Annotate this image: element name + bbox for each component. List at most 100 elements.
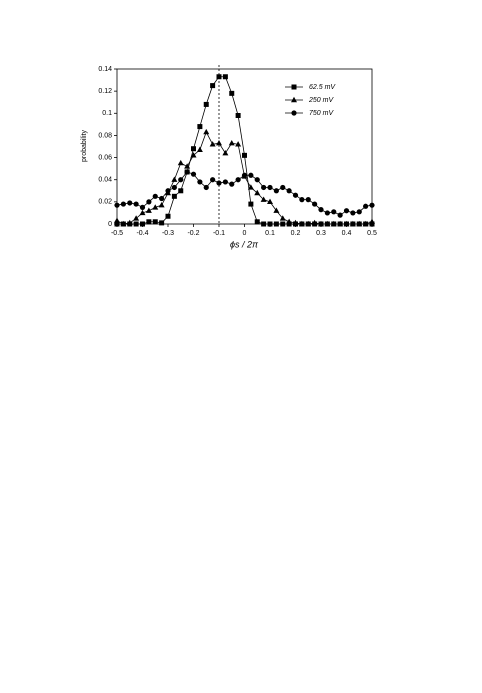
data-point xyxy=(165,188,171,194)
y-tick-label: 0.04 xyxy=(98,177,112,184)
data-point xyxy=(145,207,152,213)
data-point xyxy=(356,220,363,227)
x-axis-label: ϕs / 2π xyxy=(230,239,259,249)
x-tick-label: 0 xyxy=(243,230,247,237)
data-point xyxy=(159,220,165,226)
y-axis-label: probability xyxy=(81,130,88,162)
x-tick-label: 0.1 xyxy=(265,230,275,237)
y-tick-label: 0.12 xyxy=(98,88,112,95)
data-point xyxy=(114,217,120,223)
data-point xyxy=(120,220,127,227)
data-point xyxy=(191,146,196,152)
y-tick-label: 0.06 xyxy=(98,154,112,161)
data-point xyxy=(286,188,292,194)
data-point xyxy=(254,189,261,196)
data-point xyxy=(324,220,331,227)
data-point xyxy=(184,169,190,175)
data-point xyxy=(196,146,203,153)
data-point xyxy=(133,215,140,221)
x-tick-label: 0.2 xyxy=(291,230,301,237)
data-point xyxy=(184,163,191,169)
legend-label: 250 mV xyxy=(308,97,334,104)
data-point xyxy=(330,220,337,227)
data-point xyxy=(203,184,209,191)
y-tick-label: 0.08 xyxy=(98,132,112,139)
data-point xyxy=(197,179,203,185)
data-point xyxy=(331,209,337,215)
data-point xyxy=(369,221,375,227)
data-point xyxy=(369,202,375,208)
data-point xyxy=(229,181,235,187)
data-point xyxy=(177,159,184,166)
legend-marker xyxy=(291,96,297,103)
legend-label: 62.5 mV xyxy=(309,84,336,91)
data-point xyxy=(279,215,286,221)
x-tick-label: -0.5 xyxy=(111,230,123,237)
data-point xyxy=(152,193,158,199)
data-point xyxy=(146,219,152,225)
y-tick-label: 0.02 xyxy=(98,199,112,206)
data-point xyxy=(261,221,267,227)
data-point xyxy=(171,184,177,191)
data-point xyxy=(152,204,159,210)
data-point xyxy=(203,101,209,107)
data-point xyxy=(158,201,165,208)
data-point xyxy=(114,221,120,227)
data-point xyxy=(254,219,260,225)
y-tick-label: 0.14 xyxy=(98,66,112,73)
data-point xyxy=(178,177,184,183)
data-point xyxy=(210,177,216,183)
data-point xyxy=(165,213,171,219)
data-point xyxy=(267,184,273,191)
series-line xyxy=(117,76,372,225)
data-point xyxy=(273,221,279,227)
data-point xyxy=(298,220,305,227)
data-point xyxy=(318,207,324,213)
data-point xyxy=(324,210,330,216)
data-point xyxy=(209,141,216,147)
data-point xyxy=(363,203,369,209)
data-point xyxy=(235,141,242,147)
data-point xyxy=(152,219,158,225)
data-point xyxy=(292,192,299,198)
data-point xyxy=(273,188,279,194)
data-point xyxy=(343,208,350,214)
data-point xyxy=(337,220,344,227)
data-point xyxy=(216,180,222,186)
data-point xyxy=(248,172,254,178)
data-point xyxy=(139,204,146,210)
x-tick-label: -0.2 xyxy=(187,230,199,237)
data-point xyxy=(273,207,280,213)
data-point xyxy=(228,139,235,146)
plot-frame xyxy=(116,68,373,225)
legend-marker xyxy=(291,84,297,90)
x-tick-label: 0.4 xyxy=(342,230,352,237)
data-point xyxy=(146,199,152,205)
legend-label: 750 mV xyxy=(309,110,334,117)
data-point xyxy=(126,219,133,226)
data-point xyxy=(280,221,286,227)
y-tick-label: 0 xyxy=(108,221,112,228)
data-point xyxy=(248,201,254,207)
data-point xyxy=(343,220,350,227)
data-point xyxy=(216,139,222,146)
data-point xyxy=(171,193,177,199)
data-point xyxy=(305,220,312,227)
data-point xyxy=(190,171,197,177)
data-point xyxy=(197,124,203,130)
data-point xyxy=(190,152,197,158)
data-point xyxy=(312,201,318,207)
data-point xyxy=(216,74,222,80)
data-point xyxy=(235,177,241,183)
data-point xyxy=(222,74,228,80)
data-point xyxy=(120,201,126,207)
data-point xyxy=(311,219,318,226)
data-point xyxy=(178,188,184,194)
data-point xyxy=(140,221,145,227)
data-point xyxy=(127,200,133,206)
x-tick-label: -0.4 xyxy=(136,230,148,237)
data-point xyxy=(286,218,293,224)
data-point xyxy=(139,209,146,216)
x-tick-label: -0.1 xyxy=(213,230,225,237)
data-point xyxy=(350,210,356,216)
